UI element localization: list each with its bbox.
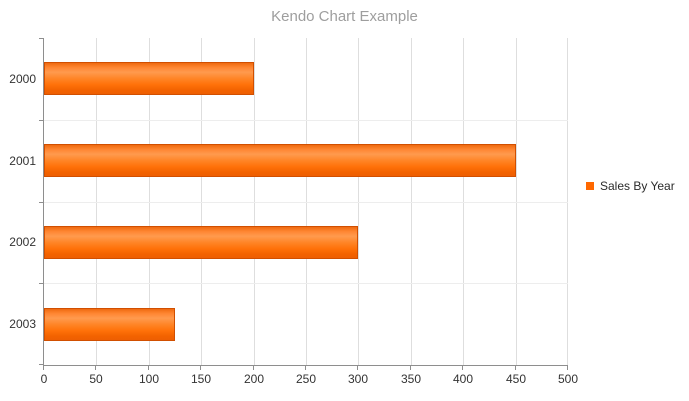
x-axis-tick-label: 150 <box>190 372 212 386</box>
bar-2000[interactable] <box>44 62 254 95</box>
horizontal-gridline <box>44 120 568 121</box>
vertical-gridline <box>411 38 412 365</box>
vertical-gridline <box>516 38 517 365</box>
x-axis-tick-label: 100 <box>138 372 160 386</box>
y-axis-category-label: 2001 <box>9 154 36 168</box>
vertical-gridline <box>306 38 307 365</box>
x-axis-tick-label: 300 <box>347 372 369 386</box>
x-axis-tick-label: 500 <box>557 372 579 386</box>
x-axis-tick <box>305 366 306 370</box>
x-axis-tick-label: 200 <box>243 372 265 386</box>
y-axis-line <box>43 38 44 365</box>
horizontal-gridline <box>44 283 568 284</box>
x-axis-line <box>43 365 568 366</box>
bar-2001[interactable] <box>44 144 516 177</box>
horizontal-gridline <box>44 202 568 203</box>
vertical-gridline <box>254 38 255 365</box>
vertical-gridline <box>567 38 568 365</box>
y-axis-tick <box>39 283 43 284</box>
chart-title: Kendo Chart Example <box>271 8 418 25</box>
y-axis-category-label: 2003 <box>9 317 36 331</box>
y-axis-category-label: 2002 <box>9 235 36 249</box>
legend: Sales By Year <box>586 179 675 193</box>
y-axis-tick <box>39 364 43 365</box>
vertical-gridline <box>201 38 202 365</box>
x-axis-tick <box>200 366 201 370</box>
vertical-gridline <box>358 38 359 365</box>
x-axis-tick <box>515 366 516 370</box>
y-axis-tick <box>39 202 43 203</box>
x-axis-tick <box>567 366 568 370</box>
vertical-gridline <box>463 38 464 365</box>
y-axis-category-label: 2000 <box>9 72 36 86</box>
x-axis-tick <box>357 366 358 370</box>
x-axis-tick <box>462 366 463 370</box>
bar-2003[interactable] <box>44 308 175 341</box>
legend-item-label: Sales By Year <box>600 179 675 193</box>
vertical-gridline <box>96 38 97 365</box>
y-axis-tick <box>39 38 43 39</box>
bar-2002[interactable] <box>44 226 358 259</box>
legend-marker-icon <box>586 182 594 190</box>
x-axis-tick-label: 450 <box>505 372 527 386</box>
y-axis-tick <box>39 120 43 121</box>
x-axis-tick <box>253 366 254 370</box>
legend-item[interactable]: Sales By Year <box>586 179 675 193</box>
x-axis-tick-label: 0 <box>40 372 48 386</box>
x-axis-tick <box>148 366 149 370</box>
x-axis-tick-label: 400 <box>452 372 474 386</box>
vertical-gridline <box>149 38 150 365</box>
x-axis-tick-label: 50 <box>89 372 103 386</box>
x-axis-tick <box>43 366 44 370</box>
x-axis-tick <box>95 366 96 370</box>
x-axis-tick-label: 350 <box>400 372 422 386</box>
x-axis-tick-label: 250 <box>295 372 317 386</box>
plot-area <box>44 38 568 365</box>
x-axis-tick <box>410 366 411 370</box>
